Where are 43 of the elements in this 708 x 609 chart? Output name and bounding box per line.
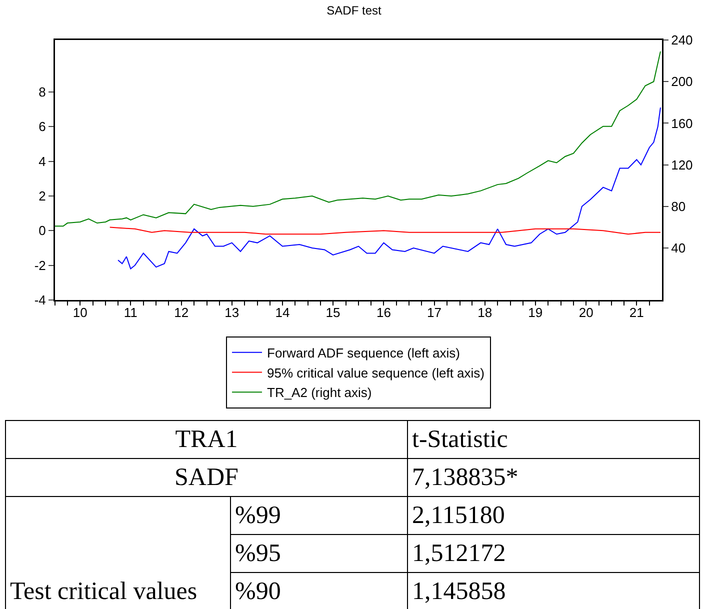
text: 1,145858 [408,572,700,609]
line-series [118,107,661,270]
line-series [55,50,661,227]
text: 2,115180 [408,496,700,534]
legend-label: Forward ADF sequence (left axis) [267,345,460,360]
y-tick-label: 8 [38,84,46,100]
y-tick-label: 2 [38,188,46,204]
y-tick-label: 0 [38,223,46,238]
text: Test critical values [6,496,230,609]
x-tick-label: 14 [275,305,290,320]
x-tick-label: 21 [629,305,644,320]
y2-tick-label: 200 [671,74,693,90]
text: %90 [230,572,408,609]
text: 1,512172 [408,534,700,572]
y-tick-label: -2 [34,258,46,273]
x-tick-label: 10 [72,305,88,320]
text: %99 [230,496,408,534]
text: %95 [230,534,408,572]
x-tick-label: 19 [528,305,543,320]
x-tick-label: 13 [224,305,240,320]
y2-tick-label: 120 [671,157,693,172]
x-tick-label: 20 [578,305,594,320]
y2-tick-label: 40 [671,240,686,256]
legend-label: TR_A2 (right axis) [267,385,372,400]
x-tick-label: 15 [326,305,340,320]
line-series [109,226,661,235]
y2-tick-label: 240 [671,32,693,48]
y2-tick-label: 80 [671,198,686,214]
x-tick-label: 17 [427,305,442,320]
x-tick-label: 12 [174,305,189,320]
x-tick-label: 11 [124,305,138,320]
x-tick-label: 18 [478,305,492,320]
y2-tick-label: 160 [671,116,693,131]
x-tick-label: 16 [376,305,391,320]
text: TRA1 [6,420,408,458]
y-tick-label: 6 [38,119,46,134]
chart-title: SADF test [326,4,382,18]
text: t-Statistic [408,420,700,458]
y-tick-label: 4 [38,154,46,169]
text: SADF [6,458,408,496]
y-tick-label: -4 [34,292,46,308]
text: 7,138835* [408,458,700,496]
legend-label: 95% critical value sequence (left axis) [267,365,484,380]
